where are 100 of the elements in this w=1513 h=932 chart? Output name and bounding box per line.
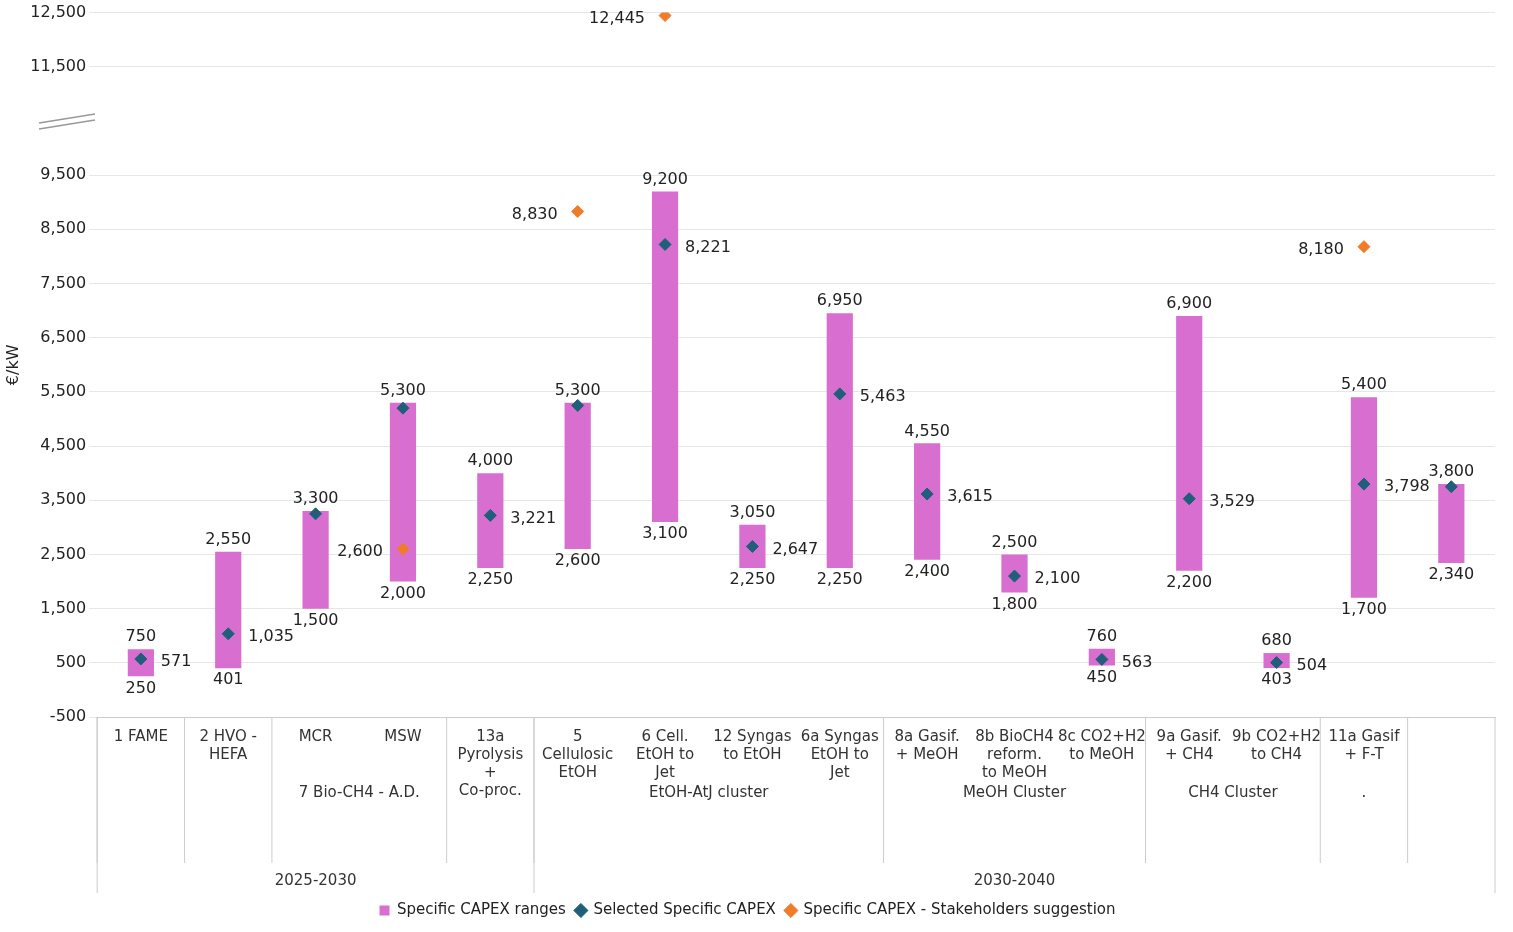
legend-label: Specific CAPEX - Stakeholders suggestion xyxy=(803,900,1116,919)
x-tick-label: 1 FAME xyxy=(113,726,168,745)
x-tick-label: 11a Gasif + F-T xyxy=(1328,726,1401,763)
bar xyxy=(389,402,417,582)
text: MeOH Cluster xyxy=(962,782,1067,801)
data-label: 4,550 xyxy=(904,420,951,440)
data-label: 9,200 xyxy=(642,168,688,188)
annotation: 2,000 xyxy=(380,582,426,602)
y-tick-label: 7,500 xyxy=(40,272,87,292)
data-label: 2,550 xyxy=(205,528,252,548)
data-label: 3,529 xyxy=(1209,490,1256,510)
data-label: 4,000 xyxy=(467,450,514,470)
annotation: 1,500 xyxy=(292,609,339,629)
data-label: 2,647 xyxy=(772,538,819,558)
data-label: 6,900 xyxy=(1166,293,1213,313)
x-tick-label: 6 Cell. EtOH to Jet xyxy=(635,726,695,781)
bar xyxy=(215,551,242,669)
data-label: 8,180 xyxy=(1298,238,1344,258)
point xyxy=(571,398,585,412)
y-tick-label: 9,500 xyxy=(40,164,87,184)
legend-label: Selected Specific CAPEX xyxy=(593,900,776,919)
legend-label: Specific CAPEX ranges xyxy=(397,900,567,919)
y-tick-label: 2,500 xyxy=(40,543,87,563)
point xyxy=(483,508,497,522)
point xyxy=(658,237,672,251)
bar xyxy=(564,402,591,550)
y-tick-label: 11,500 xyxy=(30,55,87,75)
x-tick-label: 6a Syngas EtOH to Jet xyxy=(800,726,879,781)
point xyxy=(1357,240,1371,254)
bar xyxy=(477,473,504,568)
data-label: 8,221 xyxy=(685,236,731,256)
text: CH4 Cluster xyxy=(1188,782,1279,801)
data-label: 3,221 xyxy=(510,507,557,527)
y-tick-label: 3,500 xyxy=(40,489,87,509)
annotation: 401 xyxy=(212,669,244,689)
x-tick-label: 8c CO2+H2 to MeOH xyxy=(1057,726,1146,763)
point xyxy=(309,507,323,521)
y-axis-title: €/kW xyxy=(2,344,22,386)
point xyxy=(920,487,934,501)
data-label: 760 xyxy=(1086,625,1118,645)
bar xyxy=(651,191,679,522)
point xyxy=(658,12,672,23)
text: 2030-2040 xyxy=(973,870,1056,889)
annotation: 2,250 xyxy=(729,569,776,589)
x-tick-label: 5 Cellulosic EtOH xyxy=(542,726,614,781)
x-tick-label: 9a Gasif. + CH4 xyxy=(1156,726,1222,763)
x-tick-label: MSW xyxy=(384,726,422,745)
x-tick-label: 2 HVO - HEFA xyxy=(199,726,258,763)
data-label: 5,300 xyxy=(554,379,601,399)
data-label: 571 xyxy=(160,651,192,671)
y-tick-label: 12,500 xyxy=(30,1,87,21)
bar xyxy=(1001,554,1028,593)
data-label: 3,798 xyxy=(1383,476,1430,496)
data-label: 6,950 xyxy=(816,290,863,310)
data-label: 5,300 xyxy=(380,379,426,399)
y-tick-label: 5,500 xyxy=(40,381,87,401)
data-label: 3,615 xyxy=(947,486,993,506)
bar xyxy=(914,443,941,560)
bar xyxy=(826,313,853,568)
data-label: 8,830 xyxy=(511,203,558,223)
data-label: 3,300 xyxy=(292,488,339,508)
x-tick-label: 9b CO2+H2 to CH4 xyxy=(1232,726,1322,763)
point xyxy=(1444,480,1458,494)
data-label: 2,500 xyxy=(991,531,1038,551)
annotation: 2,200 xyxy=(1166,571,1213,591)
bar xyxy=(1176,316,1203,571)
annotation: 1,800 xyxy=(991,593,1038,613)
text: . xyxy=(1361,782,1367,801)
point xyxy=(1182,492,1196,506)
data-label: 3,800 xyxy=(1428,461,1475,481)
x-tick-label: 8b BioCH4 reform. to MeOH xyxy=(975,726,1054,781)
x-tick-label: 12 Syngas to EtOH xyxy=(713,726,792,763)
data-label: 5,400 xyxy=(1341,374,1387,394)
data-label: 750 xyxy=(125,626,157,646)
annotation: 3,100 xyxy=(642,523,688,543)
annotation: 2,340 xyxy=(1428,564,1475,584)
annotation: 2,600 xyxy=(554,550,601,570)
point xyxy=(221,627,235,641)
data-label: 1,035 xyxy=(248,625,295,645)
y-tick-label: 8,500 xyxy=(40,218,87,238)
point xyxy=(1357,477,1371,491)
text: 2025-2030 xyxy=(274,870,357,889)
point xyxy=(396,542,410,556)
point xyxy=(571,204,585,218)
annotation: 2,250 xyxy=(816,569,863,589)
annotation: 450 xyxy=(1086,666,1118,686)
y-tick-label: 4,500 xyxy=(40,435,87,455)
annotation: 2,400 xyxy=(904,561,951,581)
annotation: 250 xyxy=(125,677,157,697)
x-tick-label: 8a Gasif. + MeOH xyxy=(894,726,960,763)
data-label: 563 xyxy=(1121,651,1153,671)
x-tick-label: 13a Pyrolysis + Co-proc. xyxy=(457,726,524,799)
x-tick-label: MCR xyxy=(298,726,333,745)
data-label: 2,600 xyxy=(337,541,383,561)
point xyxy=(833,387,847,401)
annotation: 403 xyxy=(1261,669,1292,689)
text: EtOH-AtJ cluster xyxy=(648,782,770,801)
text: 7 Bio-CH4 - A.D. xyxy=(298,782,420,801)
data-label: 3,050 xyxy=(729,501,776,521)
bar xyxy=(302,511,329,609)
